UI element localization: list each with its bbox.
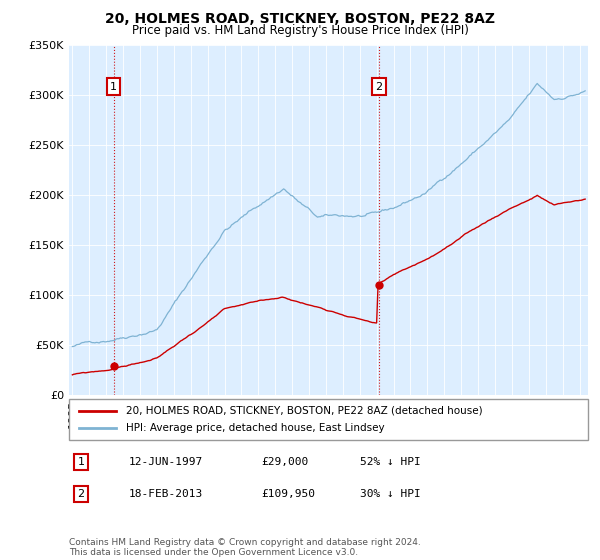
Text: 2: 2 [77, 489, 85, 499]
Text: 2: 2 [375, 82, 382, 92]
Text: 30% ↓ HPI: 30% ↓ HPI [360, 489, 421, 499]
Text: Contains HM Land Registry data © Crown copyright and database right 2024.
This d: Contains HM Land Registry data © Crown c… [69, 538, 421, 557]
Text: Price paid vs. HM Land Registry's House Price Index (HPI): Price paid vs. HM Land Registry's House … [131, 24, 469, 37]
Text: 20, HOLMES ROAD, STICKNEY, BOSTON, PE22 8AZ (detached house): 20, HOLMES ROAD, STICKNEY, BOSTON, PE22 … [126, 405, 483, 416]
Text: 1: 1 [77, 457, 85, 467]
Text: 12-JUN-1997: 12-JUN-1997 [129, 457, 203, 467]
Text: 52% ↓ HPI: 52% ↓ HPI [360, 457, 421, 467]
Text: 1: 1 [110, 82, 117, 92]
Text: £109,950: £109,950 [261, 489, 315, 499]
Text: £29,000: £29,000 [261, 457, 308, 467]
Text: HPI: Average price, detached house, East Lindsey: HPI: Average price, detached house, East… [126, 423, 385, 433]
FancyBboxPatch shape [69, 399, 588, 440]
Text: 18-FEB-2013: 18-FEB-2013 [129, 489, 203, 499]
Text: 20, HOLMES ROAD, STICKNEY, BOSTON, PE22 8AZ: 20, HOLMES ROAD, STICKNEY, BOSTON, PE22 … [105, 12, 495, 26]
